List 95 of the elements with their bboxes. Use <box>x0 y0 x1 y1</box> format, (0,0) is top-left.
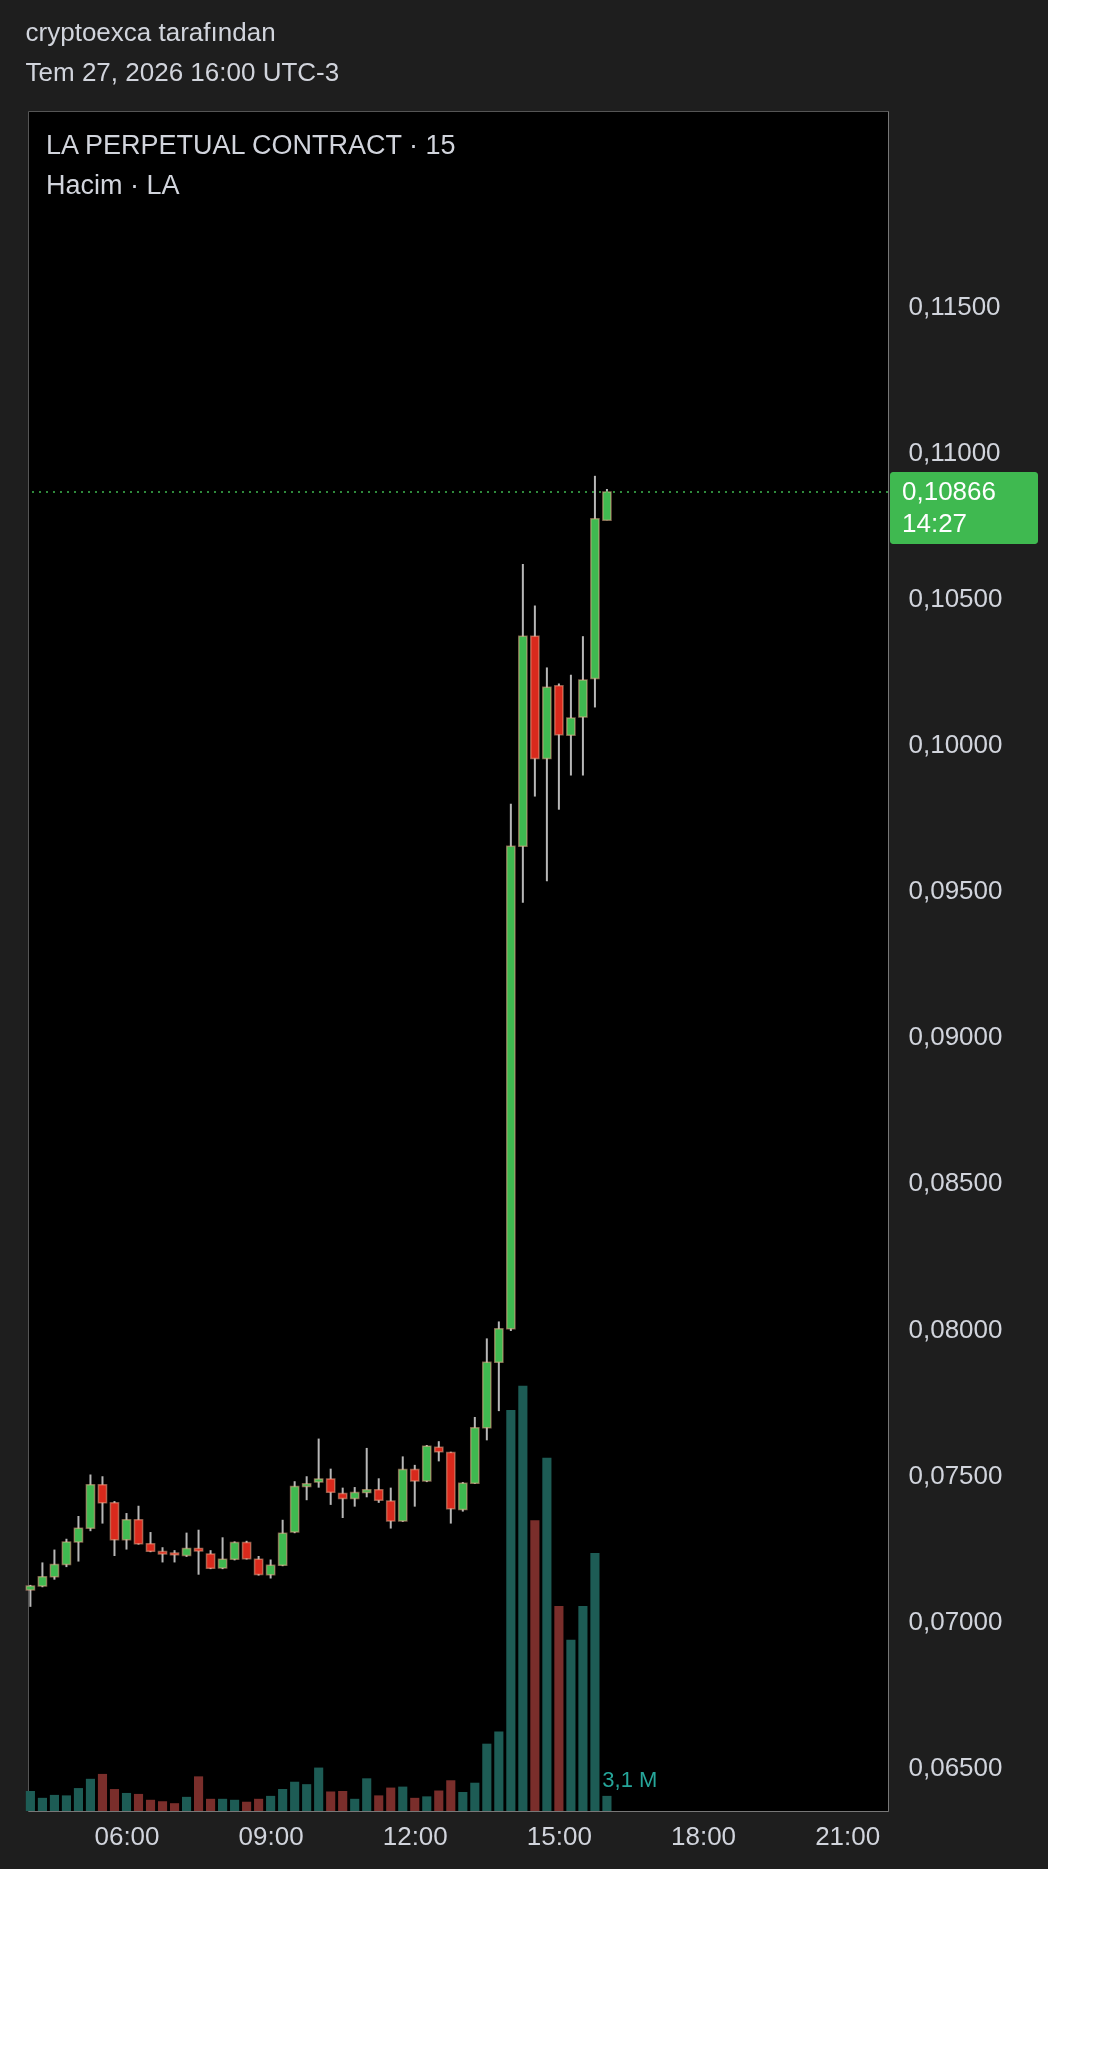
y-tick-label: 0,11000 <box>908 437 1001 468</box>
bar <box>49 1794 59 1811</box>
bar <box>133 1793 144 1811</box>
bar <box>266 1795 276 1811</box>
bar <box>218 1798 228 1811</box>
candlestick <box>361 1446 372 1499</box>
y-tick-label: 0,11500 <box>908 291 1001 322</box>
bar <box>350 1798 360 1811</box>
candlestick <box>301 1475 312 1502</box>
bar <box>242 1801 252 1811</box>
y-tick-label: 0,07500 <box>908 1459 1003 1490</box>
bar <box>97 1773 108 1811</box>
candlestick <box>133 1504 144 1546</box>
candlestick <box>97 1475 108 1525</box>
bar <box>157 1801 168 1811</box>
y-tick-label: 0,09500 <box>908 875 1003 906</box>
ref-line-label: 0,10866 <box>902 475 996 506</box>
x-tick-label: 06:00 <box>94 1820 160 1851</box>
bar <box>61 1795 71 1811</box>
text: LA PERPETUAL CONTRACT · 15 <box>46 130 456 160</box>
y-tick-label: 0,08500 <box>908 1167 1003 1198</box>
bar <box>494 1731 504 1811</box>
candlestick <box>181 1531 192 1558</box>
candlestick <box>566 673 576 777</box>
candlestick <box>37 1561 48 1589</box>
bar <box>169 1803 180 1811</box>
bar <box>290 1781 300 1811</box>
candlestick <box>253 1555 264 1577</box>
bar <box>410 1797 420 1811</box>
bar <box>362 1778 372 1811</box>
bar <box>326 1791 336 1811</box>
bar <box>542 1457 552 1811</box>
bar <box>121 1792 132 1811</box>
bar <box>482 1743 492 1811</box>
bar <box>314 1767 324 1811</box>
bar <box>25 1791 35 1811</box>
y-tick-label: 0,10000 <box>908 729 1003 760</box>
bar <box>181 1796 192 1811</box>
bar <box>302 1784 312 1811</box>
candlestick <box>313 1437 324 1489</box>
bar <box>145 1799 156 1811</box>
bar <box>554 1606 564 1811</box>
candlestick <box>325 1467 336 1506</box>
bar <box>578 1606 588 1811</box>
bar <box>422 1796 432 1811</box>
bar <box>602 1795 612 1811</box>
candlestick <box>61 1537 72 1569</box>
bar <box>506 1410 516 1811</box>
candlestick <box>73 1514 84 1563</box>
bar <box>206 1798 216 1811</box>
bar <box>530 1520 540 1811</box>
bar <box>278 1789 288 1811</box>
candlestick <box>349 1486 360 1508</box>
candlestick <box>433 1440 444 1463</box>
bar <box>518 1385 528 1811</box>
bar <box>398 1786 408 1811</box>
bar <box>109 1789 120 1811</box>
bar <box>230 1799 240 1811</box>
data-label: 3,1 M <box>602 1766 658 1792</box>
text: Tem 27, 2026 16:00 UTC-3 <box>25 57 340 87</box>
text: 14:27 <box>902 507 968 538</box>
text: Hacim · LA <box>46 170 180 200</box>
bar <box>85 1778 96 1811</box>
text: cryptoexca tarafından <box>25 17 276 47</box>
candlestick <box>409 1463 420 1508</box>
bar <box>446 1780 456 1811</box>
candlestick <box>241 1539 252 1561</box>
x-tick-label: 15:00 <box>526 1820 592 1851</box>
y-tick-label: 0,09000 <box>908 1021 1003 1052</box>
y-tick-label: 0,08000 <box>908 1313 1003 1344</box>
bar <box>73 1788 84 1811</box>
x-tick-label: 12:00 <box>382 1820 448 1851</box>
y-tick-label: 0,07000 <box>908 1605 1003 1636</box>
candlestick <box>385 1486 396 1530</box>
x-tick-label: 09:00 <box>238 1820 304 1851</box>
bar <box>458 1791 468 1811</box>
bar <box>434 1790 444 1811</box>
bar <box>338 1791 348 1811</box>
bar <box>193 1776 204 1811</box>
bar <box>470 1782 480 1811</box>
x-tick-label: 21:00 <box>815 1820 881 1851</box>
y-tick-label: 0,06500 <box>908 1751 1003 1782</box>
bar <box>254 1798 264 1811</box>
candlestick <box>193 1528 204 1576</box>
candlestick <box>121 1512 132 1551</box>
x-tick-label: 18:00 <box>670 1820 737 1851</box>
bar <box>590 1552 600 1811</box>
candlestick <box>217 1536 228 1571</box>
bar <box>566 1639 576 1811</box>
y-tick-label: 0,10500 <box>908 583 1003 614</box>
candlestick <box>373 1477 384 1504</box>
bar <box>374 1795 384 1811</box>
candlestick <box>337 1486 348 1520</box>
bar <box>386 1787 396 1811</box>
bar <box>37 1797 47 1811</box>
